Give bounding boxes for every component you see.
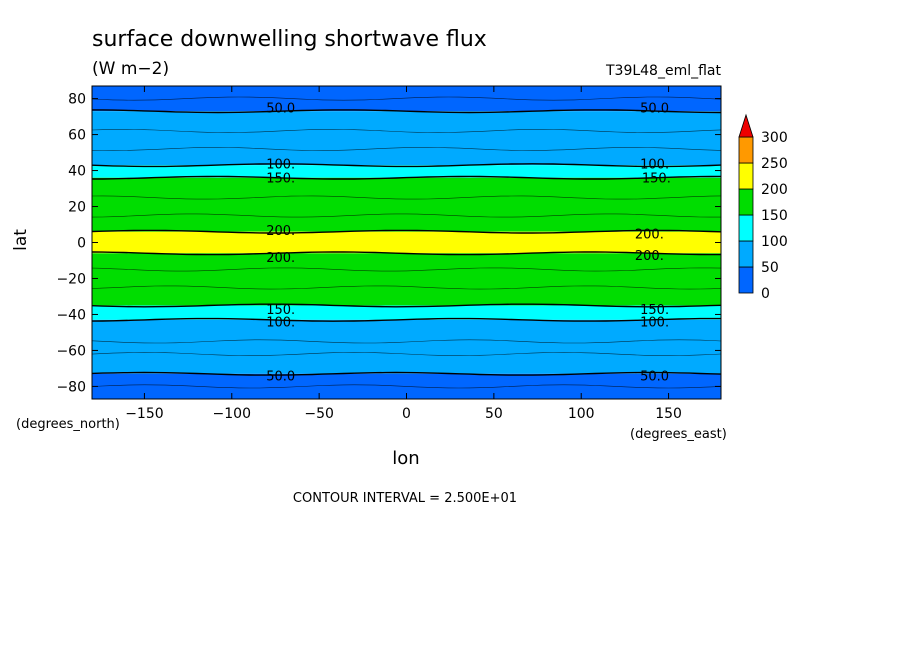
contour-line: [91, 229, 722, 234]
x-tick-label: −100: [213, 406, 251, 422]
flux-band: [92, 253, 721, 306]
axes: −150 −100 −50 0 50 100 150 80 60 40 20 0 −20 −40 −60 −8…: [56, 85, 722, 422]
colorbar-swatch: [738, 214, 754, 242]
y-tick-label: −20: [56, 271, 86, 287]
colorbar-label: 300: [761, 130, 788, 146]
colorbar-label: 100: [761, 234, 788, 250]
contour-interval-note: CONTOUR INTERVAL = 2.500E+01: [293, 491, 517, 506]
y-axis-units: (degrees_north): [16, 417, 120, 432]
contour-label: 200.: [635, 228, 664, 243]
colorbar-swatch: [738, 162, 754, 190]
chart-title: surface downwelling shortwave flux: [92, 27, 487, 52]
flux-band: [92, 165, 721, 178]
contour-label: 100.: [266, 316, 295, 331]
contour-line-minor: [91, 384, 722, 389]
flux-band: [92, 319, 721, 374]
flux-band: [92, 111, 721, 166]
contour-line: [92, 109, 722, 114]
contour-label: 50.0: [640, 370, 669, 385]
contour-line-minor: [91, 285, 722, 290]
contour-line: [91, 371, 722, 376]
colorbar-swatch: [738, 136, 754, 164]
contour-label: 150.: [266, 172, 295, 187]
y-tick-label: 20: [68, 200, 86, 216]
colorbar-label: 50: [761, 260, 779, 276]
colorbar-label: 150: [761, 208, 788, 224]
x-axis-label: lon: [392, 448, 419, 469]
contour-line-minor: [91, 352, 722, 356]
colorbar-swatch: [738, 188, 754, 216]
x-tick-label: 50: [485, 406, 503, 422]
contour-line: [91, 303, 722, 308]
contour-line-minor: [91, 129, 722, 133]
x-tick-label: 0: [402, 406, 411, 422]
contour-line-minor: [91, 213, 721, 218]
contour-line-minor: [91, 267, 722, 272]
x-tick-label: 150: [655, 406, 682, 422]
x-axis-units: (degrees_east): [630, 427, 727, 442]
colorbar-overflow-triangle: [738, 113, 754, 138]
contour-label: 150.: [642, 172, 671, 187]
colorbar-swatch: [738, 240, 754, 268]
plot-area: 50.0 50.0100.150.100.150.200.200.200.200.…: [91, 86, 722, 399]
contour-label: 50.0: [266, 370, 295, 385]
y-tick-label: 80: [68, 92, 86, 108]
chart-units: (W m−2): [92, 59, 169, 79]
y-tick-label: −40: [56, 307, 86, 323]
contour-label: 150.: [640, 303, 669, 318]
contour-line-minor: [91, 147, 722, 151]
contour-line: [91, 251, 721, 256]
contour-line: [91, 317, 721, 322]
y-tick-label: 0: [77, 236, 86, 252]
contour-label: 100.: [266, 157, 295, 172]
flux-band: [92, 305, 721, 320]
flux-band: [92, 177, 721, 232]
y-tick-label: 60: [68, 128, 86, 144]
contour-line: [91, 163, 722, 168]
contour-label: 100.: [640, 316, 669, 331]
colorbar-swatch: [738, 266, 754, 294]
contour-label: 50.0: [640, 102, 669, 117]
flux-band: [92, 231, 721, 254]
y-tick-label: −80: [56, 379, 86, 395]
colorbar-label: 0: [761, 286, 770, 302]
x-tick-label: −50: [304, 406, 334, 422]
contour-line-minor: [91, 339, 722, 344]
contour-label: 200.: [266, 224, 295, 239]
contour-line-minor: [91, 96, 722, 101]
colorbar-label: 250: [761, 156, 788, 172]
contour-label: 200.: [635, 249, 664, 264]
contour-label: 200.: [266, 251, 295, 266]
y-tick-label: 40: [68, 164, 86, 180]
contour-line: [92, 175, 722, 180]
contour-label: 150.: [266, 303, 295, 318]
x-tick-label: 100: [568, 406, 595, 422]
colorbar: 0 50 100 150 200 250 300: [738, 113, 788, 302]
colorbar-label: 200: [761, 182, 788, 198]
contour-label: 50.0: [266, 102, 295, 117]
contour-line-minor: [91, 195, 722, 200]
x-tick-label: −150: [125, 406, 163, 422]
contour-label: 100.: [640, 157, 669, 172]
y-tick-label: −60: [56, 343, 86, 359]
dataset-label: T39L48_eml_flat: [605, 63, 722, 79]
y-axis-label: lat: [11, 229, 31, 251]
